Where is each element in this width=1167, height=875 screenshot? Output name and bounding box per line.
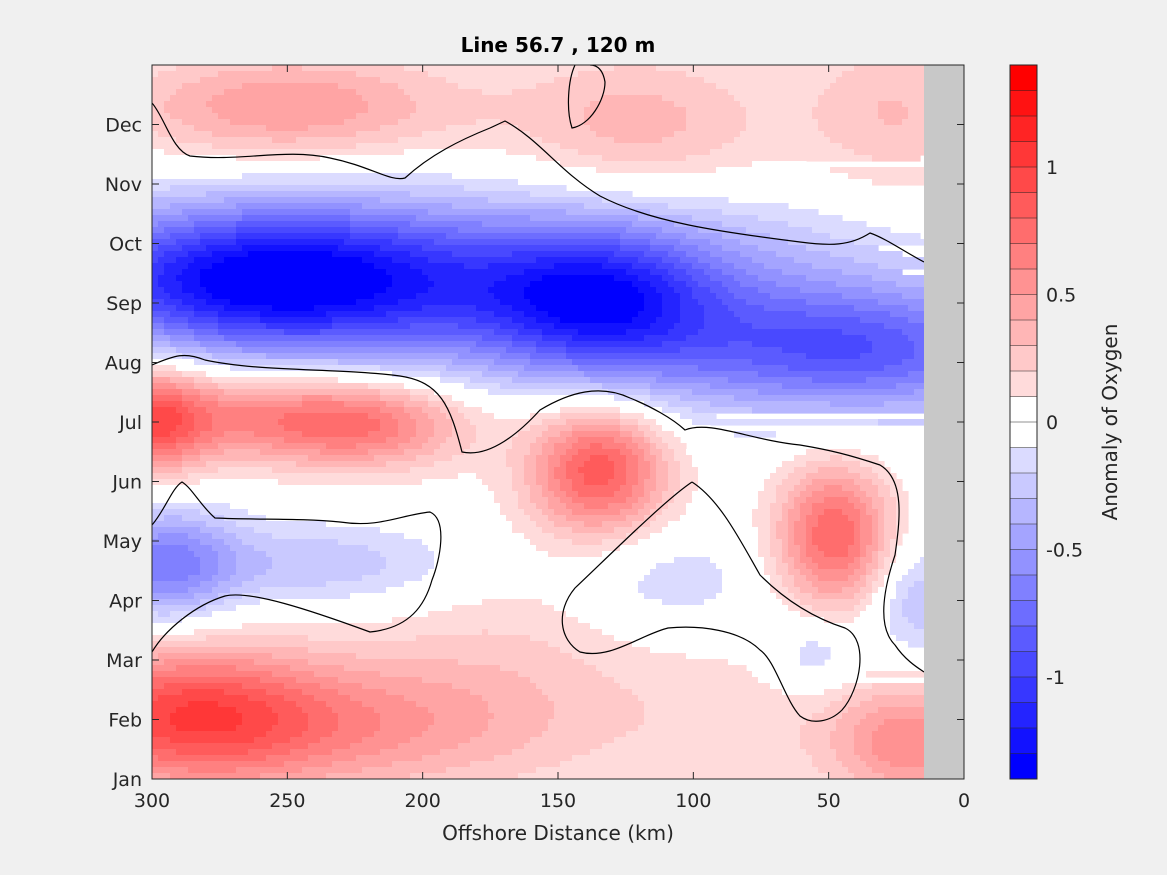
x-axis-ticks: 300 250 200 150 100 50 0: [134, 65, 970, 812]
x-tick-label: 300: [134, 790, 170, 812]
colorbar-band: [1010, 575, 1037, 601]
colorbar-band: [1010, 626, 1037, 652]
colorbar-band: [1010, 677, 1037, 703]
colorbar-tick-label: 0.5: [1046, 285, 1076, 307]
colorbar-band: [1010, 218, 1037, 244]
y-axis-ticks: Jan Feb Mar Apr May Jun Jul Aug Sep Oct Nov Dec: [103, 115, 964, 791]
colorbar: [1010, 65, 1037, 780]
colorbar-band: [1010, 473, 1037, 499]
colorbar-band: [1010, 294, 1037, 321]
colorbar-band: [1010, 524, 1037, 550]
x-tick-label: 250: [269, 790, 305, 812]
colorbar-band: [1010, 753, 1037, 780]
y-tick-label: Feb: [108, 710, 142, 732]
colorbar-band: [1010, 447, 1037, 474]
colorbar-band: [1010, 192, 1037, 219]
colorbar-band: [1010, 141, 1037, 168]
colorbar-tick-label: 0: [1046, 412, 1058, 434]
zero-contour-line: [152, 481, 442, 653]
y-tick-label: Apr: [109, 591, 142, 613]
colorbar-ticks: 1 0.5 0 -0.5 -1: [1046, 157, 1083, 689]
x-tick-label: 100: [675, 790, 711, 812]
colorbar-band: [1010, 422, 1037, 448]
plot-area: [152, 65, 964, 779]
colorbar-tick-label: 1: [1046, 157, 1058, 179]
y-tick-label: Oct: [109, 234, 142, 256]
anomaly-field: [152, 65, 963, 779]
y-tick-label: Jan: [112, 769, 142, 791]
colorbar-band: [1010, 728, 1037, 754]
colorbar-label: Anomaly of Oxygen: [1098, 324, 1122, 521]
y-tick-label: Aug: [105, 353, 142, 375]
x-axis-label: Offshore Distance (km): [442, 821, 674, 845]
chart-title: Line 56.7 , 120 m: [461, 33, 656, 57]
colorbar-tick-label: -1: [1046, 667, 1065, 689]
zero-contour-line: [567, 65, 606, 129]
y-tick-label: Jul: [118, 412, 142, 434]
colorbar-band: [1010, 600, 1037, 627]
y-tick-label: Dec: [105, 115, 142, 137]
colorbar-band: [1010, 396, 1037, 423]
zero-contour-line: [152, 354, 925, 673]
colorbar-band: [1010, 371, 1037, 397]
colorbar-band: [1010, 549, 1037, 576]
colorbar-tick-label: -0.5: [1046, 540, 1083, 562]
colorbar-band: [1010, 702, 1037, 729]
zero-contour-line: [152, 102, 925, 263]
colorbar-band: [1010, 116, 1037, 142]
x-tick-label: 0: [958, 790, 970, 812]
colorbar-band: [1010, 651, 1037, 678]
colorbar-band: [1010, 167, 1037, 193]
y-tick-label: May: [103, 531, 142, 553]
y-tick-label: Jun: [111, 472, 142, 494]
colorbar-band: [1010, 320, 1037, 346]
colorbar-band: [1010, 498, 1037, 525]
colorbar-band: [1010, 345, 1037, 372]
colorbar-frame: [1009, 64, 1038, 780]
x-tick-label: 50: [817, 790, 841, 812]
colorbar-band: [1010, 90, 1037, 117]
colorbar-band: [1010, 269, 1037, 295]
x-tick-label: 200: [405, 790, 441, 812]
x-tick-label: 150: [540, 790, 576, 812]
y-tick-label: Sep: [106, 293, 142, 315]
colorbar-band: [1010, 243, 1037, 270]
y-tick-label: Mar: [106, 650, 142, 672]
y-tick-label: Nov: [105, 174, 142, 196]
zero-contours: [152, 65, 925, 722]
zero-contour-line: [561, 481, 861, 722]
colorbar-band: [1010, 65, 1037, 91]
